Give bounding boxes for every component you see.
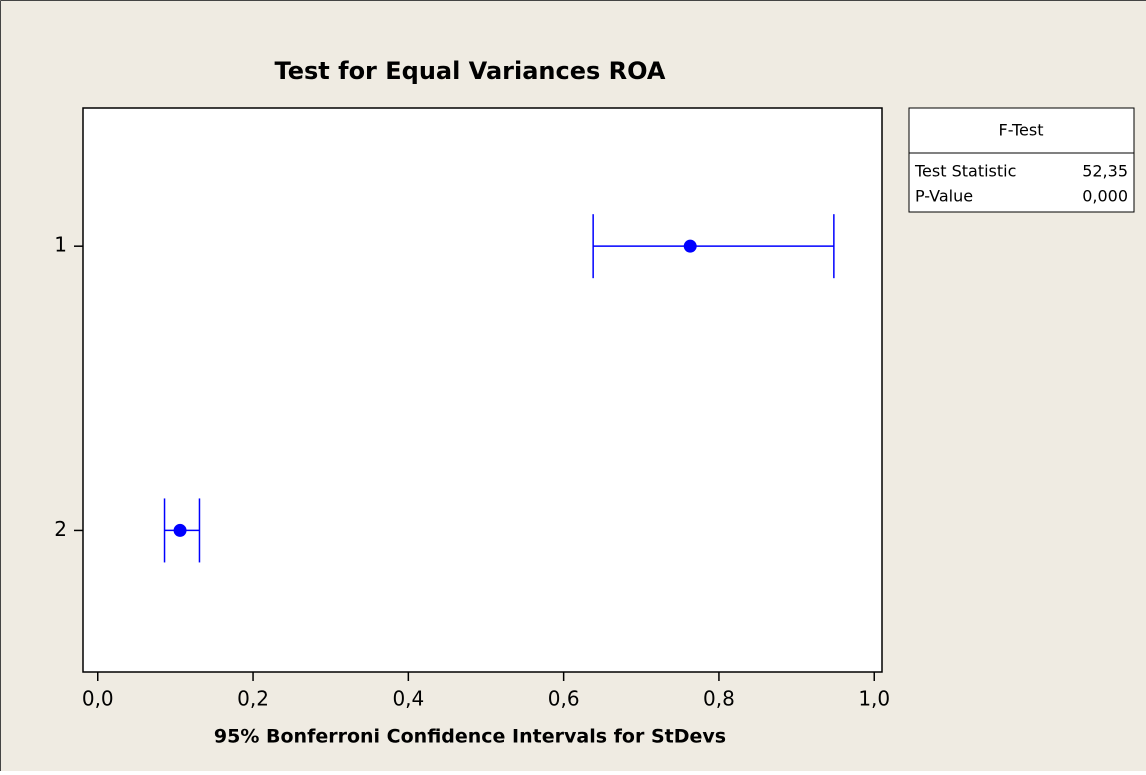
stats-label: P-Value [915,187,973,206]
x-tick-label: 0,0 [82,687,114,711]
stats-value: 52,35 [1082,162,1128,181]
x-tick-label: 0,4 [392,687,424,711]
x-tick-label: 0,2 [237,687,269,711]
x-tick-label: 1,0 [858,687,890,711]
stats-title: F-Test [998,121,1043,140]
chart-title: Test for Equal Variances ROA [275,57,666,85]
stats-value: 0,000 [1082,187,1128,206]
stats-box [908,107,1135,213]
point [683,239,697,253]
x-tick-label: 0,6 [548,687,580,711]
plot-area [82,107,883,673]
y-tick-label: 2 [54,517,67,541]
point [173,523,187,537]
stats-label: Test Statistic [914,162,1016,181]
x-tick-label: 0,8 [703,687,735,711]
x-axis-label: 95% Bonferroni Confidence Intervals for … [214,726,726,748]
y-tick-label: 1 [54,233,67,257]
